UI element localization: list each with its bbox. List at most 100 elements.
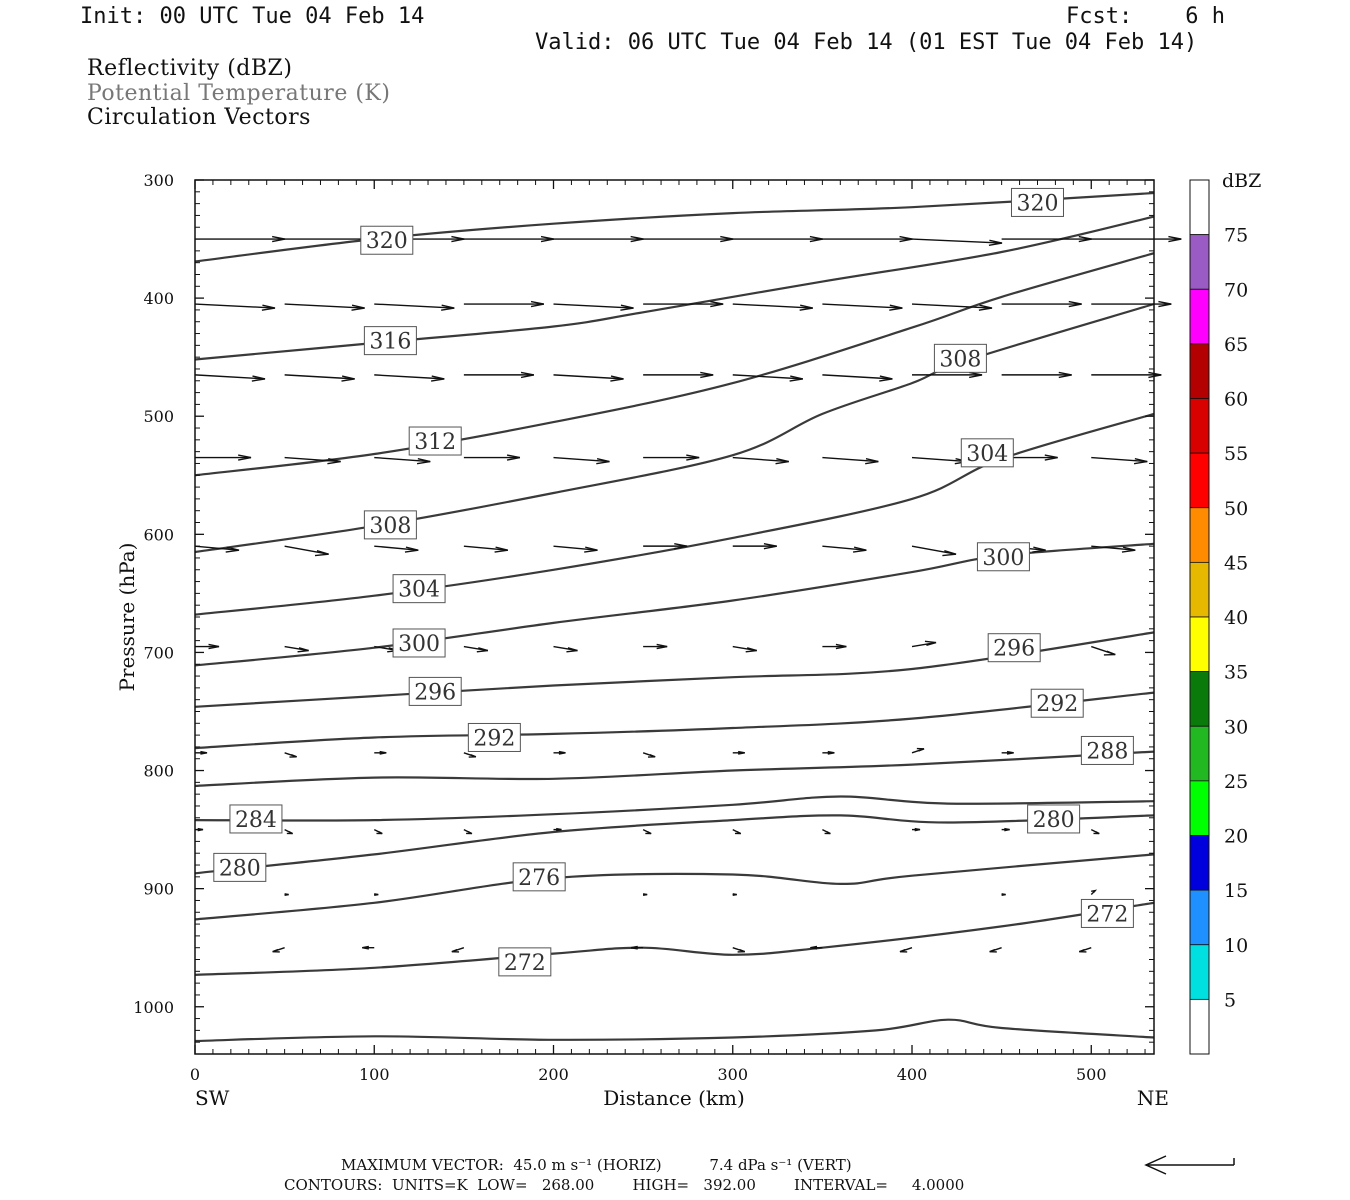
- colorbar-swatch: [1189, 944, 1210, 1000]
- circulation-vector: [732, 947, 746, 953]
- y-tick-label: 500: [143, 407, 174, 426]
- colorbar-unit: dBZ: [1222, 170, 1261, 192]
- circulation-vector: [284, 456, 341, 465]
- circulation-vector: [911, 456, 969, 465]
- circulation-vector: [362, 945, 375, 950]
- colorbar-swatch: [1189, 998, 1210, 1055]
- circulation-vector: [822, 828, 831, 835]
- svg-text:304: 304: [966, 442, 1008, 467]
- contour-label-layer: 320 320 316 312 308 308 304 304 300 300 296 296 292 2…: [213, 187, 1134, 977]
- y-tick-label: 800: [143, 762, 174, 781]
- reference-vector-head: [1144, 1155, 1167, 1175]
- colorbar-frame: [1189, 179, 1210, 1055]
- circulation-vector: [374, 545, 419, 553]
- y-tick-label: 600: [143, 525, 174, 544]
- contour-label-280: 280: [1027, 804, 1081, 834]
- contour-label-320: 320: [360, 225, 414, 255]
- x-tick-label: 200: [538, 1065, 569, 1084]
- circulation-vector: [643, 300, 724, 308]
- colorbar-label: 15: [1224, 880, 1248, 902]
- contour-316: [194, 215, 1155, 361]
- colorbar-label: 65: [1224, 334, 1248, 356]
- x-tick-label: 300: [717, 1065, 748, 1084]
- y-tick-label: 700: [143, 643, 174, 662]
- circulation-vector: [732, 542, 777, 550]
- contour-label-272: 272: [1080, 898, 1134, 928]
- colorbar-swatch: [1189, 452, 1210, 509]
- circulation-vector: [1091, 371, 1162, 379]
- svg-text:280: 280: [1033, 808, 1075, 833]
- circulation-vector: [284, 303, 365, 311]
- circulation-vector: [463, 235, 555, 243]
- colorbar-swatch: [1189, 398, 1210, 454]
- circulation-vector: [642, 752, 656, 758]
- svg-text:284: 284: [235, 808, 277, 833]
- colorbar-swatch: [1189, 889, 1210, 946]
- svg-text:320: 320: [366, 229, 408, 254]
- circulation-vector: [642, 828, 652, 835]
- circulation-vector: [822, 303, 903, 311]
- contour-label-300: 300: [976, 542, 1030, 572]
- circulation-vector: [374, 893, 379, 897]
- svg-text:316: 316: [369, 330, 411, 355]
- circulation-vector: [463, 752, 477, 758]
- colorbar-label: 50: [1224, 498, 1248, 520]
- contour-label-320: 320: [1010, 187, 1064, 217]
- circulation-vector: [732, 303, 813, 311]
- colorbar-label: 55: [1224, 443, 1248, 465]
- circulation-vector: [1091, 545, 1136, 553]
- contour-label-276: 276: [512, 862, 566, 892]
- x-axis-label: Distance (km): [603, 1086, 745, 1110]
- circulation-vector: [732, 828, 742, 835]
- svg-text:312: 312: [414, 430, 456, 455]
- circulation-vector: [732, 456, 789, 465]
- contour-label-300: 300: [392, 628, 446, 658]
- svg-text:272: 272: [1086, 902, 1128, 927]
- circulation-vector: [912, 371, 983, 379]
- circulation-vector: [732, 235, 823, 243]
- circulation-vector: [643, 542, 688, 550]
- contour-label-284: 284: [229, 804, 283, 834]
- contour-284: [194, 795, 1155, 822]
- contour-label-272: 272: [498, 947, 552, 977]
- contour-272: [194, 901, 1155, 976]
- axes-layer: 300 400 500 600 700 800 900 1000 0 100 200 300 400 50…: [115, 171, 1169, 1110]
- circulation-vector: [284, 828, 293, 835]
- colorbar-label: 70: [1224, 279, 1248, 301]
- colorbar-swatch: [1189, 616, 1210, 673]
- svg-text:272: 272: [504, 951, 546, 976]
- circulation-vector: [1091, 645, 1116, 656]
- circulation-vector: [194, 374, 266, 382]
- circulation-vector: [284, 645, 309, 653]
- colorbar-swatch: [1189, 288, 1210, 345]
- circulation-vector: [374, 303, 455, 311]
- contour-312: [194, 252, 1155, 477]
- legend-reflectivity: Reflectivity (dBZ): [87, 56, 293, 81]
- circulation-vector: [463, 454, 521, 461]
- colorbar-swatch: [1189, 179, 1210, 236]
- colorbar-swatch: [1189, 725, 1210, 782]
- contour-label-316: 316: [363, 326, 417, 356]
- circulation-vector: [912, 827, 921, 832]
- contour-320: [194, 191, 1155, 263]
- legend-potential-temperature: Potential Temperature (K): [87, 81, 391, 106]
- colorbar-label: 10: [1224, 935, 1248, 957]
- svg-text:292: 292: [473, 726, 515, 751]
- plot-frame: [194, 179, 1155, 1055]
- circulation-vector: [1079, 947, 1092, 953]
- circulation-vector: [1090, 828, 1100, 835]
- x-end-label-left: SW: [195, 1086, 230, 1110]
- svg-text:292: 292: [1036, 692, 1078, 717]
- circulation-vector: [463, 300, 545, 308]
- circulation-vector: [911, 238, 1003, 246]
- x-tick-label: 100: [359, 1065, 390, 1084]
- colorbar-label: 35: [1224, 662, 1248, 684]
- circulation-vector: [643, 371, 714, 379]
- circulation-vector: [822, 643, 847, 650]
- colorbar-label: 30: [1224, 716, 1248, 738]
- valid-time: Valid: 06 UTC Tue 04 Feb 14 (01 EST Tue …: [535, 30, 1198, 55]
- contour-info: CONTOURS: UNITS=K LOW= 268.00 HIGH= 392.…: [284, 1176, 965, 1194]
- circulation-vector: [374, 750, 387, 755]
- contour-label-280: 280: [213, 852, 267, 882]
- circulation-vector: [553, 827, 562, 832]
